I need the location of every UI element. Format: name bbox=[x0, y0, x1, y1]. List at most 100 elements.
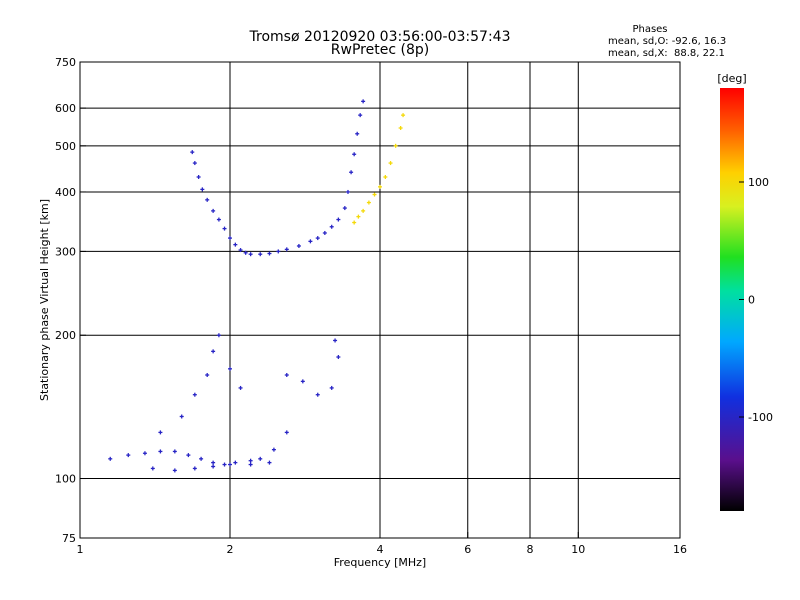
y-tick-label: 400 bbox=[55, 186, 76, 199]
data-point bbox=[199, 456, 204, 461]
y-tick-label: 75 bbox=[62, 532, 76, 545]
data-point bbox=[355, 131, 360, 136]
x-tick-label: 4 bbox=[377, 543, 384, 556]
data-points bbox=[108, 99, 406, 473]
data-point bbox=[192, 466, 197, 471]
data-point bbox=[108, 456, 113, 461]
data-point bbox=[205, 197, 210, 202]
data-point bbox=[142, 451, 147, 456]
data-point bbox=[192, 392, 197, 397]
y-tick-label: 750 bbox=[55, 56, 76, 69]
data-point bbox=[284, 373, 289, 378]
data-point bbox=[205, 373, 210, 378]
data-point bbox=[398, 126, 403, 131]
data-point bbox=[342, 206, 347, 211]
colorbar-ticks: 100 0 -100 bbox=[739, 176, 773, 424]
data-point bbox=[233, 460, 238, 465]
colorbar-tick-label: 0 bbox=[748, 294, 755, 307]
y-tick-label: 600 bbox=[55, 102, 76, 115]
colorbar-tick-label: -100 bbox=[748, 411, 773, 424]
data-point bbox=[393, 143, 398, 148]
data-point bbox=[216, 217, 221, 222]
axis-ticks: 1 2 4 6 8 10 16 75 100 200 300 400 500 600 750 bbox=[55, 56, 687, 556]
data-point bbox=[352, 152, 357, 157]
x-axis-label: Frequency [MHz] bbox=[334, 556, 426, 569]
chart-subtitle: RwPretec (8p) bbox=[331, 42, 429, 58]
data-point bbox=[158, 449, 163, 454]
data-point bbox=[322, 230, 327, 235]
data-point bbox=[126, 453, 131, 458]
data-point bbox=[296, 243, 301, 248]
data-point bbox=[158, 430, 163, 435]
x-tick-label: 1 bbox=[77, 543, 84, 556]
data-point bbox=[211, 460, 216, 465]
data-point bbox=[222, 226, 227, 231]
data-point bbox=[267, 460, 272, 465]
data-point bbox=[336, 217, 341, 222]
data-point bbox=[401, 113, 406, 118]
data-point bbox=[336, 355, 341, 360]
data-point bbox=[179, 414, 184, 419]
data-point bbox=[238, 385, 243, 390]
data-point bbox=[345, 189, 350, 194]
data-point bbox=[228, 236, 232, 241]
chart-title: Tromsø 20120920 03:56:00-03:57:43 bbox=[249, 29, 511, 45]
data-point bbox=[378, 184, 382, 189]
y-tick-label: 300 bbox=[55, 245, 76, 258]
data-point bbox=[284, 430, 289, 435]
data-point bbox=[211, 208, 216, 213]
data-point bbox=[329, 224, 334, 229]
colorbar-label: [deg] bbox=[717, 72, 746, 85]
data-point bbox=[196, 174, 201, 179]
info-o-mode: mean, sd,O: -92.6, 16.3 bbox=[608, 36, 726, 47]
data-point bbox=[228, 462, 232, 467]
data-point bbox=[267, 251, 272, 256]
x-tick-label: 8 bbox=[527, 543, 534, 556]
data-point bbox=[150, 466, 155, 471]
colorbar-tick-label: 100 bbox=[748, 176, 769, 189]
data-point bbox=[233, 242, 238, 247]
data-point bbox=[349, 170, 354, 175]
data-point bbox=[329, 385, 334, 390]
data-point bbox=[258, 456, 263, 461]
data-point bbox=[186, 453, 191, 458]
y-tick-label: 200 bbox=[55, 329, 76, 342]
x-tick-label: 10 bbox=[571, 543, 585, 556]
y-axis-label: Stationary phase Virtual Height [km] bbox=[38, 199, 51, 401]
info-heading: Phases bbox=[632, 24, 667, 35]
data-point bbox=[243, 250, 248, 255]
data-point bbox=[366, 200, 371, 205]
data-point bbox=[222, 462, 227, 467]
x-tick-label: 2 bbox=[227, 543, 234, 556]
data-point bbox=[361, 208, 366, 213]
x-tick-label: 6 bbox=[464, 543, 471, 556]
grid-lines bbox=[80, 62, 680, 538]
data-point bbox=[211, 464, 216, 469]
data-point bbox=[228, 366, 232, 371]
data-point bbox=[172, 468, 177, 473]
data-point bbox=[284, 247, 289, 252]
data-point bbox=[172, 449, 177, 454]
y-tick-label: 500 bbox=[55, 140, 76, 153]
data-point bbox=[300, 379, 305, 384]
x-tick-label: 16 bbox=[673, 543, 687, 556]
data-point bbox=[333, 338, 338, 343]
y-tick-label: 100 bbox=[55, 473, 76, 486]
data-point bbox=[248, 252, 253, 257]
data-point bbox=[238, 248, 243, 253]
data-point bbox=[271, 447, 276, 452]
data-point bbox=[200, 187, 205, 192]
data-point bbox=[192, 161, 197, 166]
info-x-mode: mean, sd,X: 88.8, 22.1 bbox=[608, 48, 725, 59]
data-point bbox=[383, 174, 388, 179]
data-point bbox=[258, 252, 263, 257]
data-point bbox=[248, 462, 253, 467]
data-point bbox=[315, 392, 320, 397]
data-point bbox=[361, 99, 366, 104]
data-point bbox=[356, 214, 361, 219]
data-point bbox=[358, 113, 363, 118]
data-point bbox=[308, 239, 313, 244]
data-point bbox=[216, 333, 221, 338]
